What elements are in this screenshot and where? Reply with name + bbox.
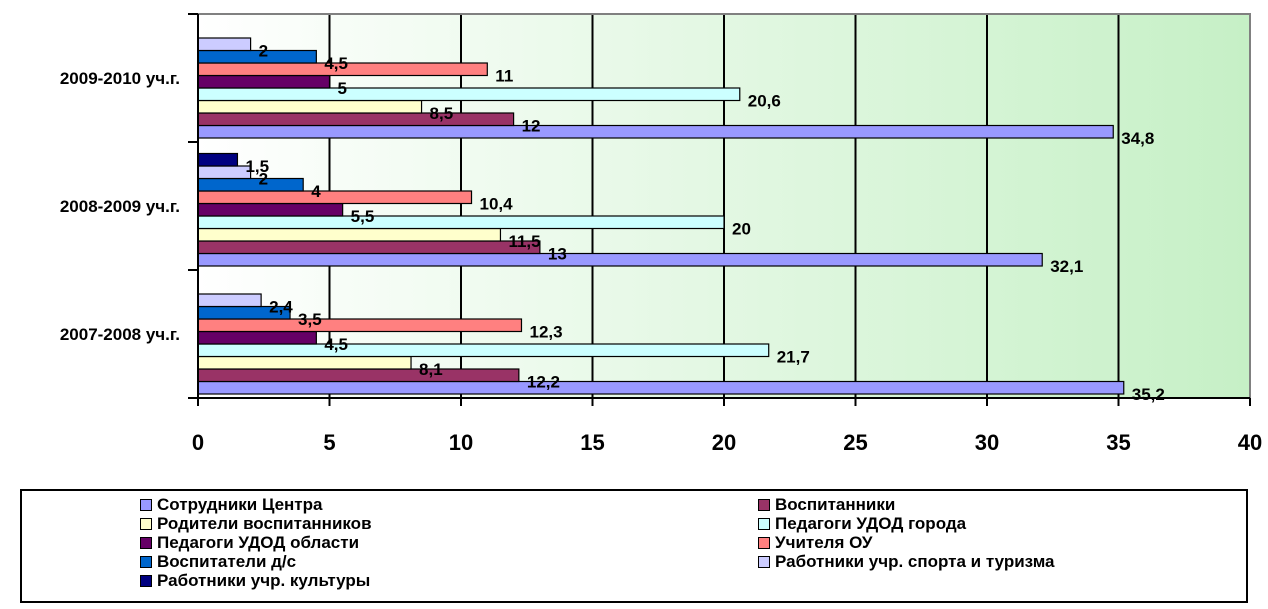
labels: 34,8 12 8,5 20,6 5 11 4,5 2 2009-2010 уч.г. 32,1 1… [60, 42, 1262, 456]
data-label: 20 [732, 220, 751, 239]
bars [197, 37, 1125, 395]
legend: Сотрудники Центра Воспитанники Родители во… [20, 489, 1248, 603]
bar [197, 380, 1125, 395]
data-label: 2 [259, 170, 268, 189]
bar [197, 343, 770, 358]
legend-label: Родители воспитанников [157, 514, 372, 533]
legend-swatch [140, 499, 152, 511]
bar [197, 252, 1043, 267]
bar [197, 318, 523, 333]
data-label: 4,5 [324, 335, 348, 354]
category-label: 2009-2010 уч.г. [60, 69, 180, 88]
data-label: 12,3 [529, 323, 562, 342]
x-tick-label: 40 [1238, 430, 1262, 455]
legend-swatch [140, 537, 152, 549]
data-label: 8,5 [430, 104, 454, 123]
legend-label: Педагоги УДОД области [157, 533, 360, 552]
legend-item: Учителя ОУ [758, 533, 873, 552]
legend-item: Воспитатели д/с [140, 552, 297, 571]
legend-item: Педагоги УДОД области [140, 533, 360, 552]
data-label: 8,1 [419, 360, 443, 379]
data-label: 5,5 [351, 207, 375, 226]
x-tick-label: 20 [712, 430, 736, 455]
bar [197, 240, 541, 255]
legend-item: Сотрудники Центра [140, 495, 323, 514]
bar [197, 202, 344, 217]
data-label: 20,6 [748, 92, 781, 111]
legend-swatch [758, 537, 770, 549]
x-tick-label: 25 [843, 430, 867, 455]
legend-swatch [758, 499, 770, 511]
legend-item: Родители воспитанников [140, 514, 372, 533]
data-label: 10,4 [480, 195, 514, 214]
legend-label: Воспитанники [775, 495, 896, 514]
bar [197, 215, 725, 230]
data-label: 4,5 [324, 54, 348, 73]
bar [197, 74, 331, 89]
data-label: 1,5 [245, 157, 269, 176]
legend-item: Воспитанники [758, 495, 896, 514]
data-label: 11 [495, 67, 513, 86]
data-label: 3,5 [298, 310, 322, 329]
bar [197, 227, 502, 242]
data-label: 21,7 [777, 348, 810, 367]
legend-label: Сотрудники Центра [157, 495, 323, 514]
legend-item: Работники учр. культуры [140, 571, 371, 590]
legend-item: Педагоги УДОД города [758, 514, 967, 533]
category-label: 2008-2009 уч.г. [60, 197, 180, 216]
bar [197, 152, 239, 167]
bar [197, 87, 741, 102]
bar [197, 330, 317, 345]
data-label: 5 [338, 79, 347, 98]
category-label: 2007-2008 уч.г. [60, 325, 180, 344]
data-label: 35,2 [1132, 385, 1165, 404]
bar [197, 37, 252, 52]
data-label: 12,2 [527, 373, 560, 392]
bar [197, 177, 304, 192]
x-tick-label: 30 [975, 430, 999, 455]
data-label: 2,4 [269, 298, 293, 317]
legend-swatch [140, 575, 152, 587]
legend-label: Учителя ОУ [775, 533, 873, 552]
bar [197, 368, 520, 383]
legend-label: Воспитатели д/с [157, 552, 297, 571]
legend-item: Работники учр. спорта и туризма [758, 552, 1055, 571]
legend-swatch [758, 556, 770, 568]
x-tick-label: 15 [580, 430, 604, 455]
data-label: 34,8 [1121, 129, 1154, 148]
x-tick-label: 35 [1106, 430, 1130, 455]
data-label: 2 [259, 42, 268, 61]
bar [197, 165, 252, 180]
legend-swatch [758, 518, 770, 530]
data-label: 13 [548, 245, 567, 264]
data-label: 4 [311, 182, 321, 201]
bar [197, 112, 515, 127]
bar-chart: 34,8 12 8,5 20,6 5 11 4,5 2 2009-2010 уч.г. 32,1 1… [60, 13, 1262, 456]
legend-label: Педагоги УДОД города [775, 514, 967, 533]
data-label: 32,1 [1050, 257, 1083, 276]
data-label: 11,5 [508, 232, 540, 251]
x-tick-label: 10 [449, 430, 473, 455]
data-label: 12 [522, 117, 541, 136]
x-tick-label: 5 [323, 430, 335, 455]
x-tick-label: 0 [192, 430, 204, 455]
bar [197, 49, 317, 64]
legend-swatch [140, 556, 152, 568]
bar [197, 124, 1114, 139]
legend-label: Работники учр. спорта и туризма [775, 552, 1055, 571]
bar [197, 355, 412, 370]
legend-swatch [140, 518, 152, 530]
bar [197, 99, 423, 114]
legend-label: Работники учр. культуры [157, 571, 371, 590]
bar [197, 293, 262, 308]
axes [188, 13, 1251, 406]
bar [197, 190, 473, 205]
